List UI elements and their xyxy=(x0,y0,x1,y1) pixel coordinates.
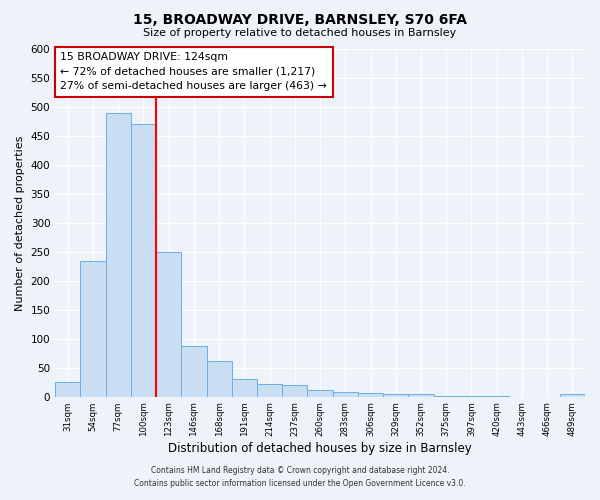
Bar xyxy=(307,390,332,396)
X-axis label: Distribution of detached houses by size in Barnsley: Distribution of detached houses by size … xyxy=(168,442,472,455)
Bar xyxy=(383,394,409,396)
Bar xyxy=(106,112,131,397)
Bar xyxy=(181,346,206,397)
Bar xyxy=(409,394,434,396)
Bar xyxy=(232,380,257,396)
Text: 15, BROADWAY DRIVE, BARNSLEY, S70 6FA: 15, BROADWAY DRIVE, BARNSLEY, S70 6FA xyxy=(133,12,467,26)
Text: 15 BROADWAY DRIVE: 124sqm
← 72% of detached houses are smaller (1,217)
27% of se: 15 BROADWAY DRIVE: 124sqm ← 72% of detac… xyxy=(61,52,327,92)
Bar xyxy=(560,394,585,396)
Text: Size of property relative to detached houses in Barnsley: Size of property relative to detached ho… xyxy=(143,28,457,38)
Bar xyxy=(131,124,156,396)
Bar xyxy=(80,260,106,396)
Bar xyxy=(206,361,232,396)
Bar xyxy=(156,252,181,396)
Bar xyxy=(358,392,383,396)
Bar xyxy=(332,392,358,396)
Text: Contains HM Land Registry data © Crown copyright and database right 2024.
Contai: Contains HM Land Registry data © Crown c… xyxy=(134,466,466,487)
Bar xyxy=(282,385,307,396)
Bar xyxy=(55,382,80,396)
Y-axis label: Number of detached properties: Number of detached properties xyxy=(15,135,25,310)
Bar xyxy=(257,384,282,396)
